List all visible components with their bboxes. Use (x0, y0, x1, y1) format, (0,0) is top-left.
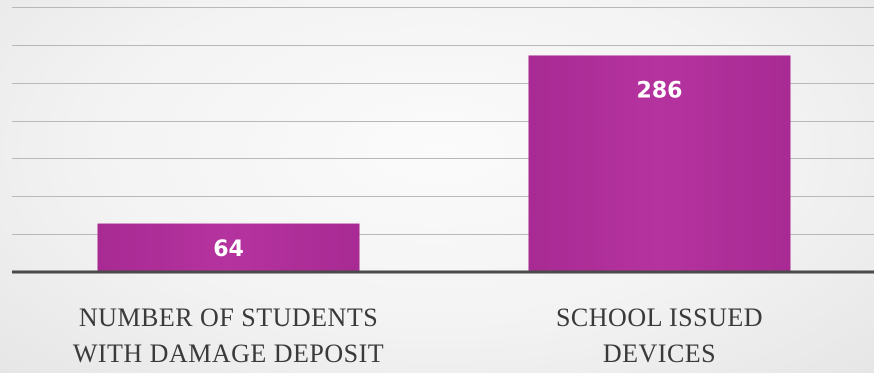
bars: 64 286 (98, 55, 791, 272)
data-label: 286 (637, 78, 683, 103)
category-label: DEVICES (603, 339, 716, 368)
category-labels: NUMBER OF STUDENTS WITH DAMAGE DEPOSIT SCH… (73, 303, 763, 368)
category-label: WITH DAMAGE DEPOSIT (73, 339, 384, 368)
category-label: SCHOOL ISSUED (556, 303, 763, 332)
category-label: NUMBER OF STUDENTS (79, 303, 378, 332)
data-label: 64 (213, 237, 244, 262)
